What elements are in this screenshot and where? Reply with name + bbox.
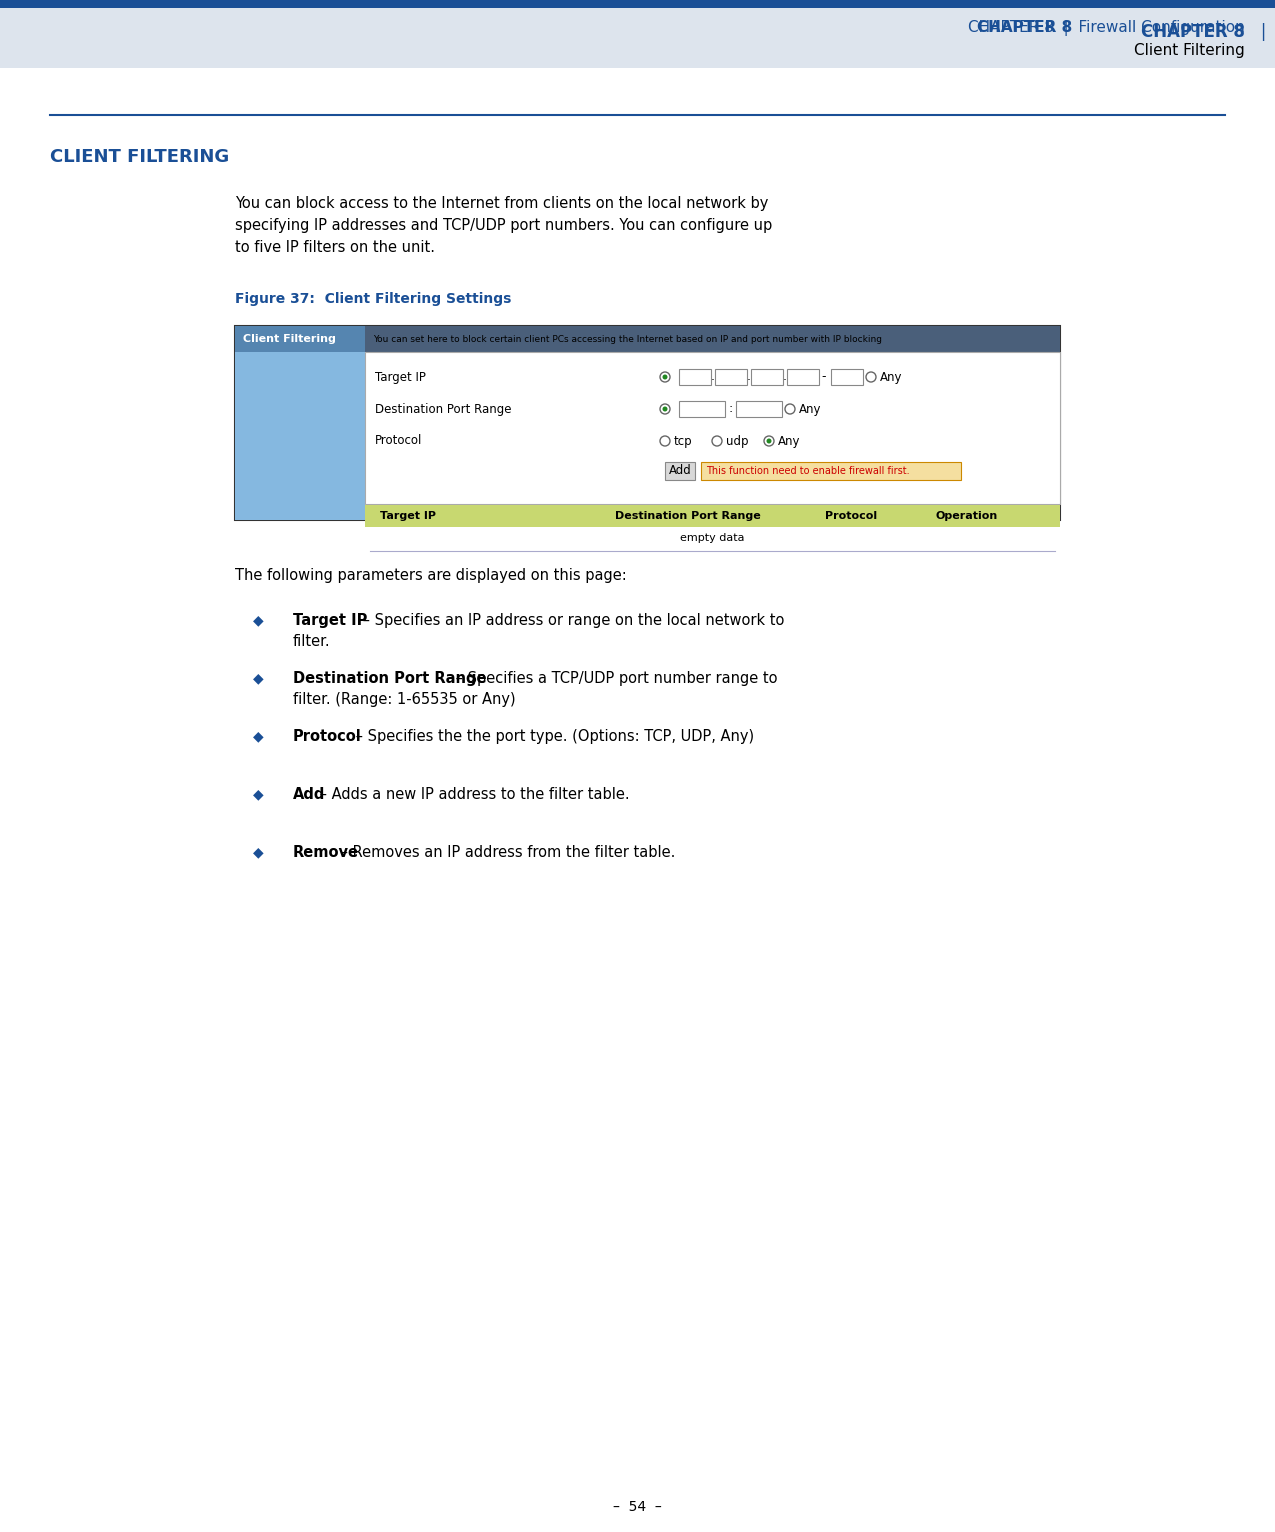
- Text: – Removes an IP address from the filter table.: – Removes an IP address from the filter …: [337, 846, 676, 859]
- Text: filter.: filter.: [293, 634, 330, 650]
- Bar: [235, 326, 365, 352]
- Circle shape: [660, 404, 669, 414]
- Text: You can block access to the Internet from clients on the local network by: You can block access to the Internet fro…: [235, 196, 769, 211]
- Text: to five IP filters on the unit.: to five IP filters on the unit.: [235, 241, 435, 254]
- Text: .: .: [747, 371, 751, 383]
- Text: Add: Add: [668, 464, 691, 478]
- Text: Remove: Remove: [293, 846, 360, 859]
- Bar: [365, 506, 1060, 527]
- Text: Client Filtering: Client Filtering: [1135, 43, 1244, 58]
- Text: Operation: Operation: [935, 512, 997, 521]
- Text: CLIENT FILTERING: CLIENT FILTERING: [50, 149, 229, 165]
- Text: |  Firewall Configuration: | Firewall Configuration: [1244, 23, 1275, 41]
- Bar: [235, 326, 1060, 352]
- Text: specifying IP addresses and TCP/UDP port numbers. You can configure up: specifying IP addresses and TCP/UDP port…: [235, 218, 773, 233]
- Text: Protocol: Protocol: [293, 729, 362, 745]
- Bar: [701, 463, 961, 480]
- Text: ◆: ◆: [252, 846, 264, 859]
- Text: Protocol: Protocol: [375, 435, 422, 447]
- Text: Protocol: Protocol: [825, 512, 877, 521]
- Text: Any: Any: [778, 435, 801, 447]
- Text: – Specifies a TCP/UDP port number range to: – Specifies a TCP/UDP port number range …: [451, 671, 778, 686]
- Bar: [666, 463, 695, 480]
- Text: CHAPTER 8  |  Firewall Configuration: CHAPTER 8 | Firewall Configuration: [968, 20, 1244, 35]
- Circle shape: [660, 437, 669, 446]
- Circle shape: [711, 437, 722, 446]
- Text: .: .: [711, 371, 715, 383]
- Text: ◆: ◆: [252, 729, 264, 743]
- Text: Any: Any: [799, 403, 821, 415]
- Text: :: :: [728, 403, 732, 415]
- Text: You can set here to block certain client PCs accessing the Internet based on IP : You can set here to block certain client…: [374, 334, 882, 343]
- Text: –  54  –: – 54 –: [613, 1500, 662, 1514]
- Text: CHAPTER 8: CHAPTER 8: [1141, 23, 1244, 41]
- Text: Target IP: Target IP: [380, 512, 436, 521]
- Circle shape: [785, 404, 796, 414]
- Bar: [235, 326, 1060, 519]
- Bar: [365, 527, 1060, 548]
- Text: empty data: empty data: [681, 533, 745, 542]
- Bar: [0, 0, 1275, 8]
- Bar: [736, 401, 782, 417]
- Text: Client Filtering: Client Filtering: [244, 334, 335, 345]
- Bar: [0, 8, 1275, 67]
- Text: Destination Port Range: Destination Port Range: [615, 512, 761, 521]
- Bar: [680, 401, 725, 417]
- Text: CHAPTER 8: CHAPTER 8: [977, 20, 1072, 35]
- Text: ◆: ◆: [252, 671, 264, 685]
- Text: ◆: ◆: [252, 613, 264, 627]
- Text: udp: udp: [725, 435, 748, 447]
- Circle shape: [866, 372, 876, 381]
- Text: Any: Any: [880, 371, 903, 383]
- Text: Destination Port Range: Destination Port Range: [293, 671, 487, 686]
- Bar: [235, 326, 365, 519]
- Text: Target IP: Target IP: [375, 371, 426, 383]
- Bar: [365, 352, 1060, 504]
- Text: filter. (Range: 1-65535 or Any): filter. (Range: 1-65535 or Any): [293, 692, 515, 706]
- Circle shape: [764, 437, 774, 446]
- Circle shape: [663, 406, 668, 412]
- Bar: [715, 369, 747, 385]
- Circle shape: [663, 374, 668, 380]
- Text: Add: Add: [293, 787, 325, 801]
- Text: – Specifies the the port type. (Options: TCP, UDP, Any): – Specifies the the port type. (Options:…: [351, 729, 754, 745]
- Text: – Adds a new IP address to the filter table.: – Adds a new IP address to the filter ta…: [315, 787, 630, 801]
- Bar: [680, 369, 711, 385]
- Text: Destination Port Range: Destination Port Range: [375, 403, 511, 415]
- Text: .: .: [783, 371, 787, 383]
- Bar: [831, 369, 863, 385]
- Text: tcp: tcp: [674, 435, 692, 447]
- Circle shape: [766, 438, 771, 443]
- Circle shape: [660, 372, 669, 381]
- Bar: [751, 369, 783, 385]
- Text: The following parameters are displayed on this page:: The following parameters are displayed o…: [235, 568, 627, 584]
- Bar: [787, 369, 819, 385]
- Text: – Specifies an IP address or range on the local network to: – Specifies an IP address or range on th…: [358, 613, 784, 628]
- Text: Figure 37:  Client Filtering Settings: Figure 37: Client Filtering Settings: [235, 293, 511, 306]
- Text: This function need to enable firewall first.: This function need to enable firewall fi…: [706, 466, 909, 476]
- Text: -: -: [821, 371, 825, 383]
- Text: Target IP: Target IP: [293, 613, 367, 628]
- Text: ◆: ◆: [252, 787, 264, 801]
